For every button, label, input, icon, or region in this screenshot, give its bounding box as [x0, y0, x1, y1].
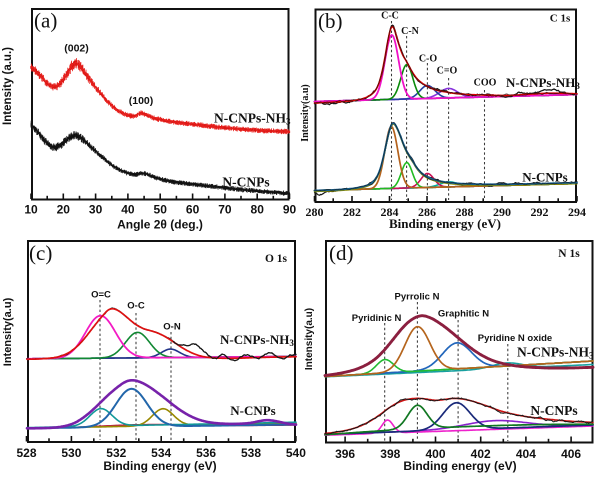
svg-text:(d): (d) [329, 241, 354, 265]
svg-text:Binding energy (eV): Binding energy (eV) [389, 216, 501, 231]
svg-text:90: 90 [283, 203, 297, 217]
svg-text:Intensity(a.u): Intensity(a.u) [300, 84, 311, 142]
svg-text:282: 282 [343, 205, 361, 219]
svg-text:20: 20 [57, 203, 71, 217]
svg-text:N-CNPs: N-CNPs [222, 175, 269, 190]
svg-text:534: 534 [151, 446, 171, 460]
svg-text:Intensity(a.u): Intensity(a.u) [2, 297, 14, 366]
svg-text:292: 292 [531, 205, 549, 219]
svg-text:398: 398 [380, 447, 400, 461]
svg-text:N-CNPs-NH3: N-CNPs-NH3 [214, 111, 291, 127]
svg-text:40: 40 [121, 203, 135, 217]
svg-text:540: 540 [286, 446, 306, 460]
svg-text:COO: COO [474, 78, 497, 89]
svg-text:(002): (002) [64, 43, 89, 55]
svg-text:Angle 2θ (deg.): Angle 2θ (deg.) [117, 218, 203, 232]
svg-text:Intensity (a.u.): Intensity (a.u.) [2, 47, 14, 125]
svg-text:400: 400 [425, 447, 445, 461]
svg-text:532: 532 [106, 446, 126, 460]
svg-text:280: 280 [306, 205, 324, 219]
svg-text:60: 60 [186, 203, 200, 217]
svg-text:536: 536 [196, 446, 216, 460]
svg-text:C-O: C-O [419, 54, 438, 65]
svg-text:(b): (b) [318, 9, 343, 33]
svg-text:80: 80 [251, 203, 265, 217]
svg-text:N-CNPs: N-CNPs [522, 170, 568, 185]
svg-text:C-C: C-C [381, 11, 399, 22]
svg-text:10: 10 [24, 203, 38, 217]
svg-text:538: 538 [241, 446, 261, 460]
svg-text:396: 396 [335, 447, 355, 461]
svg-text:402: 402 [471, 447, 491, 461]
svg-text:530: 530 [61, 446, 81, 460]
svg-text:Binding energy (eV): Binding energy (eV) [403, 459, 516, 473]
svg-text:N-CNPs: N-CNPs [530, 403, 577, 418]
svg-text:528: 528 [16, 446, 36, 460]
svg-text:406: 406 [561, 447, 581, 461]
svg-text:N 1s: N 1s [558, 248, 580, 260]
svg-text:N-CNPs: N-CNPs [230, 403, 276, 418]
svg-text:Pyrrolic N: Pyrrolic N [395, 292, 440, 303]
svg-text:70: 70 [218, 203, 232, 217]
svg-text:O-C: O-C [127, 301, 145, 312]
svg-text:O-N: O-N [163, 322, 181, 333]
svg-text:C 1s: C 1s [550, 13, 571, 25]
svg-text:C-N: C-N [401, 26, 420, 37]
svg-text:N-CNPs-NH3: N-CNPs-NH3 [506, 75, 580, 91]
svg-text:N-CNPs-NH3: N-CNPs-NH3 [517, 345, 594, 361]
svg-text:288: 288 [456, 205, 474, 219]
svg-text:(a): (a) [34, 9, 57, 33]
svg-text:Pyridinic N: Pyridinic N [352, 313, 402, 324]
svg-text:30: 30 [89, 203, 103, 217]
svg-text:286: 286 [418, 205, 436, 219]
svg-text:50: 50 [154, 203, 168, 217]
svg-text:294: 294 [568, 205, 586, 219]
svg-text:Binding energy (eV): Binding energy (eV) [103, 459, 216, 473]
svg-text:O=C: O=C [91, 290, 111, 301]
svg-text:290: 290 [493, 205, 511, 219]
svg-text:284: 284 [381, 205, 399, 219]
svg-text:Intensity(a.u): Intensity(a.u) [304, 308, 315, 370]
svg-text:C=O: C=O [437, 66, 458, 77]
svg-text:O 1s: O 1s [265, 253, 288, 265]
svg-text:Graphitic N: Graphitic N [438, 309, 489, 320]
svg-text:Pyridine N oxide: Pyridine N oxide [478, 333, 552, 344]
svg-text:(c): (c) [29, 241, 52, 265]
svg-text:404: 404 [516, 447, 536, 461]
svg-text:N-CNPs-NH3: N-CNPs-NH3 [220, 332, 294, 348]
svg-text:(100): (100) [129, 95, 154, 107]
